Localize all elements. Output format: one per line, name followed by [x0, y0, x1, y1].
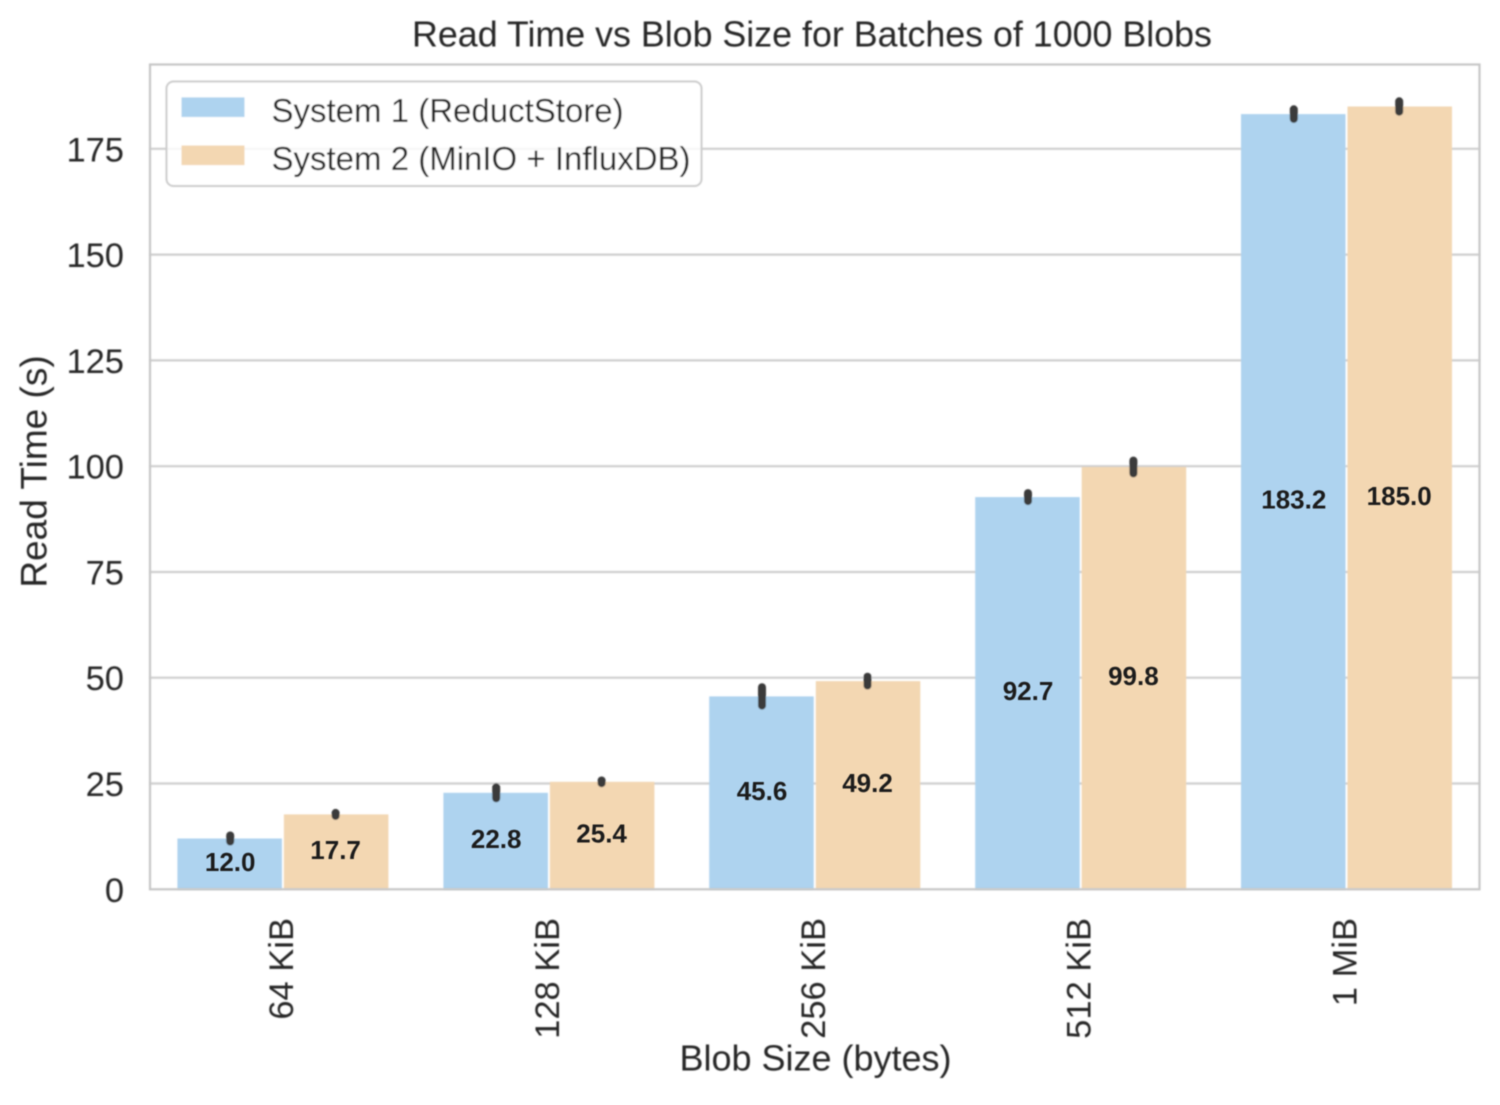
- svg-text:Read Time vs Blob Size for Bat: Read Time vs Blob Size for Batches of 10…: [412, 14, 1212, 54]
- svg-text:17.7: 17.7: [310, 835, 361, 865]
- svg-text:0: 0: [105, 872, 124, 910]
- svg-text:45.6: 45.6: [737, 776, 788, 806]
- svg-text:75: 75: [86, 555, 124, 593]
- svg-text:Blob Size (bytes): Blob Size (bytes): [679, 1038, 951, 1079]
- svg-text:183.2: 183.2: [1261, 485, 1326, 515]
- svg-text:128 KiB: 128 KiB: [529, 918, 567, 1039]
- svg-text:System 1 (ReductStore): System 1 (ReductStore): [272, 92, 624, 129]
- svg-text:Read Time (s): Read Time (s): [13, 355, 54, 587]
- svg-text:256 KiB: 256 KiB: [795, 918, 833, 1039]
- svg-text:1 MiB: 1 MiB: [1327, 918, 1365, 1006]
- svg-text:185.0: 185.0: [1367, 481, 1432, 511]
- svg-text:150: 150: [66, 237, 124, 275]
- svg-text:100: 100: [66, 449, 124, 487]
- svg-text:12.0: 12.0: [205, 847, 256, 877]
- svg-text:64 KiB: 64 KiB: [263, 918, 301, 1020]
- svg-text:25.4: 25.4: [576, 819, 627, 849]
- svg-text:50: 50: [86, 660, 124, 698]
- svg-text:92.7: 92.7: [1003, 676, 1054, 706]
- svg-text:25: 25: [86, 766, 124, 804]
- svg-text:System 2 (MinIO + InfluxDB): System 2 (MinIO + InfluxDB): [272, 140, 691, 177]
- svg-text:99.8: 99.8: [1108, 661, 1159, 691]
- svg-text:22.8: 22.8: [471, 824, 522, 854]
- svg-text:49.2: 49.2: [842, 768, 893, 798]
- svg-text:125: 125: [66, 343, 124, 381]
- svg-text:512 KiB: 512 KiB: [1061, 918, 1099, 1039]
- svg-text:175: 175: [66, 131, 124, 169]
